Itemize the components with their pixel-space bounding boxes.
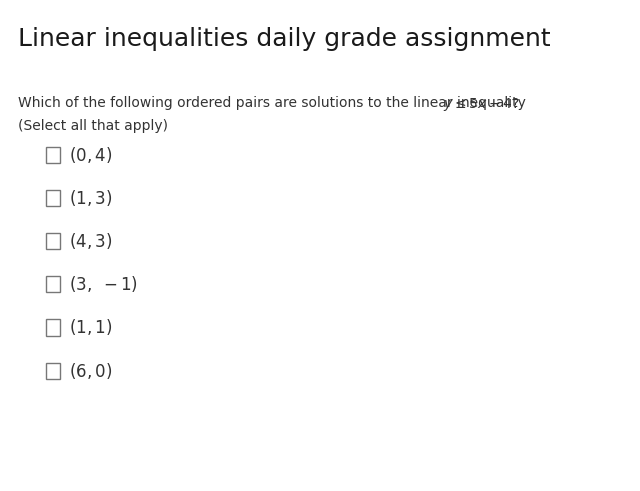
Bar <box>46 233 60 249</box>
Text: $(1, 3)$: $(1, 3)$ <box>69 188 113 208</box>
Text: $(1, 1)$: $(1, 1)$ <box>69 318 113 337</box>
Text: $(4, 3)$: $(4, 3)$ <box>69 231 113 251</box>
Bar <box>46 319 60 336</box>
Bar <box>46 362 60 379</box>
Bar <box>46 190 60 206</box>
Text: (Select all that apply): (Select all that apply) <box>18 119 168 134</box>
Bar <box>46 146 60 163</box>
Text: $(3,\ -1)$: $(3,\ -1)$ <box>69 274 138 294</box>
Bar <box>46 276 60 292</box>
Text: Which of the following ordered pairs are solutions to the linear inequality: Which of the following ordered pairs are… <box>18 96 530 110</box>
Text: $y \leq 5x - 4$?: $y \leq 5x - 4$? <box>443 96 520 113</box>
Text: $(6, 0)$: $(6, 0)$ <box>69 361 113 381</box>
Text: Linear inequalities daily grade assignment: Linear inequalities daily grade assignme… <box>18 27 550 51</box>
Text: $(0, 4)$: $(0, 4)$ <box>69 145 113 164</box>
